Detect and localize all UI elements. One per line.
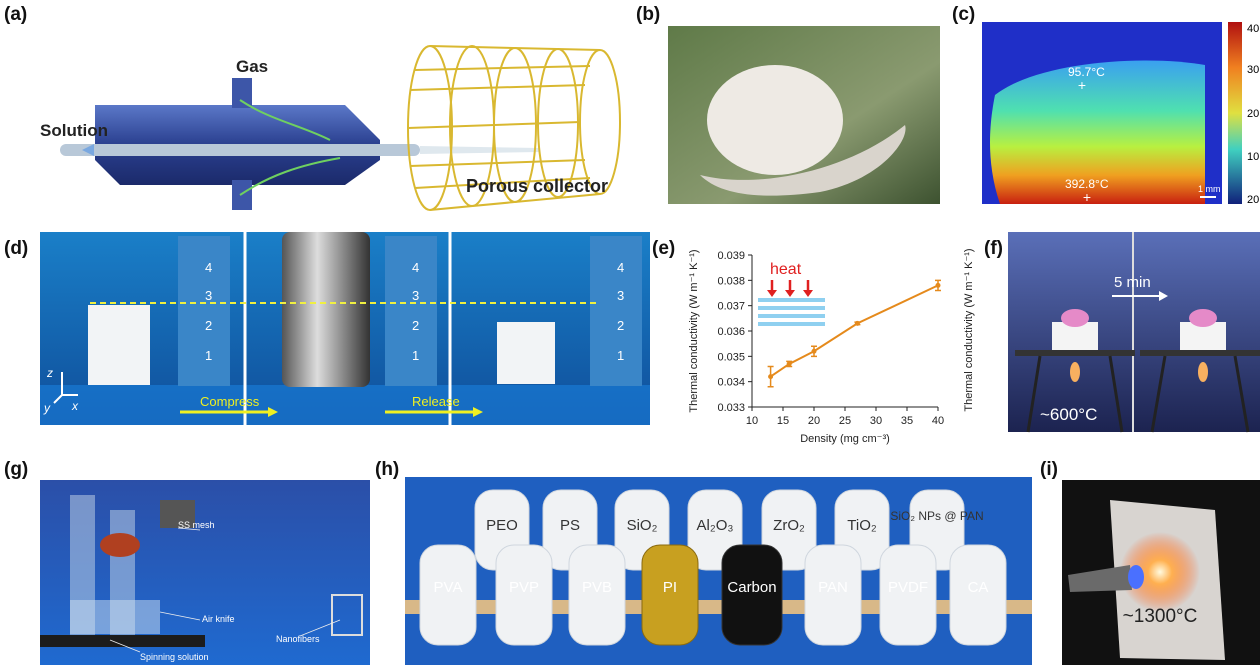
- panel-label: (e): [652, 238, 675, 259]
- thermal-image: + +: [982, 22, 1242, 205]
- annotation: 392.8°C: [1065, 177, 1109, 191]
- annotation: 95.7°C: [1068, 65, 1105, 79]
- annotation: Release: [412, 394, 460, 409]
- axis-label: z: [46, 366, 53, 380]
- svg-text:+: +: [1083, 189, 1091, 205]
- x-tick-label: 10: [746, 415, 758, 427]
- axis-label: x: [71, 399, 79, 413]
- point: [812, 349, 817, 354]
- x-tick-label: 20: [808, 415, 820, 427]
- svg-text:+: +: [1078, 77, 1086, 93]
- ruler-digit: 2: [617, 318, 624, 333]
- y-tick-label: 0.034: [717, 377, 745, 389]
- ruler-digit: 1: [617, 348, 624, 363]
- annotation: Compress: [200, 394, 260, 409]
- photo: [405, 477, 1032, 665]
- x-tick-label: 30: [870, 415, 882, 427]
- annotation: heat: [770, 261, 802, 278]
- jar-label: PEO: [486, 517, 518, 534]
- ruler-digit: 4: [205, 260, 212, 275]
- photo: [668, 26, 940, 204]
- arrow-head: [803, 290, 813, 297]
- point: [855, 321, 860, 326]
- x-axis-label: Density (mg cm⁻³): [800, 433, 890, 445]
- ruler-digit: 4: [412, 260, 419, 275]
- axis-label: Thermal conductivity (W m⁻¹ K⁻¹): [963, 248, 975, 411]
- point: [787, 361, 792, 366]
- colorbar-tick: 10: [1247, 151, 1259, 163]
- y-tick-label: 0.036: [717, 326, 745, 338]
- y-tick-label: 0.039: [717, 250, 745, 262]
- colorbar-tick: 20: [1247, 194, 1259, 206]
- ruler-digit: 3: [617, 288, 624, 303]
- y-tick-label: 0.038: [717, 275, 745, 287]
- chart: 0.033 0.034 0.035 0.036 0.037 0.038 0.039 10 15 2…: [688, 249, 944, 445]
- photo: [1062, 480, 1260, 665]
- annotation: Air knife: [202, 614, 235, 624]
- annotation: ~600°C: [1040, 405, 1097, 424]
- jar-label: PVDF: [888, 579, 928, 596]
- panel-label: (g): [4, 459, 28, 480]
- panel-label: (h): [375, 459, 399, 480]
- jar-label: TiO₂: [847, 517, 877, 534]
- jar-label: PAN: [818, 579, 848, 596]
- scale-bar-label: 1 mm: [1198, 184, 1221, 194]
- panel-label: (f): [984, 238, 1003, 259]
- jar-label: CA: [968, 579, 989, 596]
- annotation: SS mesh: [178, 520, 215, 530]
- x-tick-label: 15: [777, 415, 789, 427]
- arrow-head: [767, 290, 777, 297]
- annotation: ~1300°C: [1123, 606, 1198, 627]
- figure: (a) Gas Solution Porous collector (b) (c…: [0, 0, 1260, 665]
- colorbar-tick: 40: [1247, 23, 1259, 35]
- panel-label: (i): [1040, 459, 1058, 480]
- jar-label: PI: [663, 579, 677, 596]
- ruler-digit: 1: [412, 348, 419, 363]
- jar-label: PS: [560, 517, 580, 534]
- jar-label: PVP: [509, 579, 539, 596]
- label: Gas: [236, 57, 268, 76]
- ruler-digit: 4: [617, 260, 624, 275]
- y-tick-label: 0.033: [717, 402, 745, 414]
- x-tick-label: 35: [901, 415, 913, 427]
- ruler-digit: 3: [412, 288, 419, 303]
- jar-label: PVA: [434, 579, 463, 596]
- panel-label: (d): [4, 238, 28, 259]
- photo: [1008, 232, 1260, 432]
- x-tick-label: 25: [839, 415, 851, 427]
- jar-label: ZrO₂: [773, 517, 805, 534]
- panel-label: (b): [636, 4, 660, 25]
- y-tick-label: 0.035: [717, 351, 745, 363]
- jar-label: SiO₂ NPs @ PAN: [890, 509, 983, 523]
- photo: [40, 480, 370, 665]
- jar-label: Carbon: [727, 579, 776, 596]
- x-tick-label: 40: [932, 415, 944, 427]
- axis-label: y: [43, 401, 51, 415]
- panel-label: (a): [4, 4, 27, 25]
- y-axis-label: Thermal conductivity (W m⁻¹ K⁻¹): [688, 249, 700, 412]
- annotation: 5 min: [1114, 274, 1151, 291]
- ruler-digit: 2: [205, 318, 212, 333]
- ruler-digit: 1: [205, 348, 212, 363]
- point: [936, 283, 941, 288]
- point: [768, 374, 773, 379]
- annotation: Nanofibers: [276, 634, 320, 644]
- ruler-digit: 3: [205, 288, 212, 303]
- annotation: Spinning solution: [140, 652, 209, 662]
- colorbar-tick: 20: [1247, 108, 1259, 120]
- label: Porous collector: [466, 176, 608, 196]
- jar-label: SiO₂: [627, 517, 658, 534]
- y-tick-label: 0.037: [717, 301, 745, 313]
- arrow-head: [785, 290, 795, 297]
- photo: [40, 232, 650, 425]
- jar-label: Al₂O₃: [697, 517, 734, 534]
- panel-label: (c): [952, 4, 975, 25]
- colorbar-tick: 30: [1247, 64, 1259, 76]
- label: Solution: [40, 121, 108, 140]
- ruler-digit: 2: [412, 318, 419, 333]
- jar-label: PVB: [582, 579, 612, 596]
